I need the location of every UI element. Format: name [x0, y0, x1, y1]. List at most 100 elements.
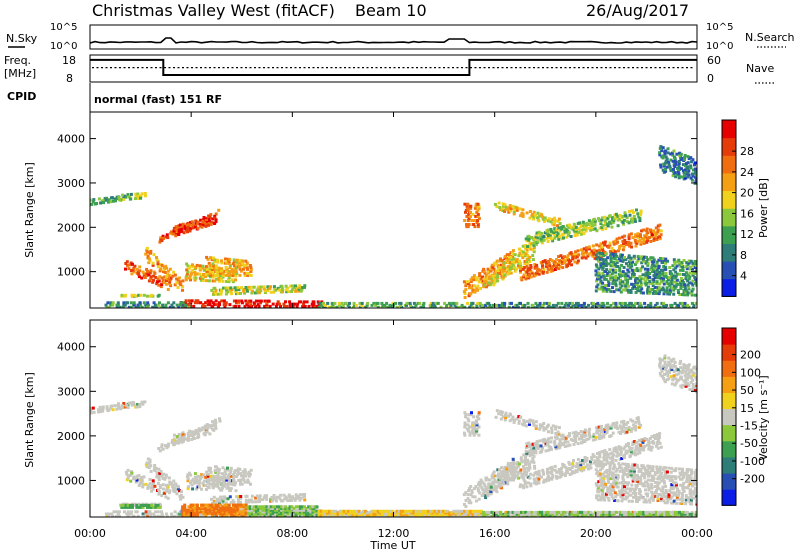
range-cell	[570, 227, 574, 231]
range-cell	[239, 500, 242, 504]
range-cell	[624, 214, 628, 218]
range-cell	[503, 257, 507, 261]
range-cell	[540, 475, 543, 479]
range-cell	[532, 448, 536, 452]
range-cell	[582, 435, 586, 438]
range-cell	[124, 267, 127, 271]
range-cell	[500, 410, 504, 414]
range-cell	[681, 169, 685, 173]
range-cell	[653, 266, 657, 270]
range-cell	[681, 269, 685, 272]
range-cell	[605, 287, 609, 291]
range-cell	[554, 264, 558, 267]
range-cell	[625, 262, 628, 266]
range-cell	[543, 220, 546, 223]
range-cell	[681, 267, 685, 270]
range-cell	[531, 254, 535, 258]
range-cell	[509, 255, 513, 259]
range-cell	[671, 475, 675, 479]
range-cell	[207, 218, 211, 222]
range-cell	[414, 303, 418, 307]
range-cell	[274, 304, 278, 308]
nave-tick-bottom: 0	[707, 72, 714, 85]
range-cell	[121, 305, 125, 308]
range-cell	[611, 262, 615, 266]
range-cell	[511, 255, 514, 259]
range-cell	[485, 492, 489, 496]
range-cell	[278, 497, 282, 501]
range-cell	[621, 215, 625, 219]
range-cell	[651, 256, 655, 260]
range-cell	[660, 489, 664, 493]
range-cell	[269, 285, 272, 289]
range-cell	[607, 481, 611, 484]
range-cell	[634, 233, 638, 237]
range-cell	[544, 231, 547, 235]
range-cell	[546, 442, 550, 446]
range-cell	[253, 291, 257, 295]
range-cell	[687, 157, 691, 161]
range-cell	[635, 241, 639, 245]
range-cell	[247, 474, 251, 478]
range-cell	[537, 230, 541, 234]
range-cell	[211, 484, 215, 488]
range-cell	[695, 173, 697, 177]
range-cell	[125, 263, 129, 267]
range-cell	[484, 279, 488, 283]
range-cell	[473, 421, 477, 425]
range-cell	[147, 279, 151, 283]
range-cell	[547, 303, 551, 307]
range-cell	[609, 258, 613, 262]
range-cell	[245, 287, 249, 291]
range-cell	[666, 151, 670, 155]
range-cell	[312, 302, 316, 306]
range-cell	[462, 290, 466, 294]
range-cell	[631, 286, 635, 290]
range-cell	[637, 257, 641, 261]
range-cell	[663, 152, 667, 156]
colorbar-swatch	[722, 261, 736, 280]
range-cell	[210, 266, 214, 269]
range-cell	[211, 256, 215, 260]
range-cell	[586, 254, 590, 258]
range-cell	[206, 301, 210, 305]
range-cell	[543, 216, 547, 220]
range-cell	[592, 250, 596, 254]
range-cell	[470, 491, 474, 495]
range-cell	[523, 254, 527, 258]
range-cell	[157, 279, 161, 283]
range-cell	[125, 478, 129, 482]
range-cell	[216, 260, 220, 264]
range-cell	[533, 479, 537, 483]
range-cell	[504, 481, 508, 485]
range-cell	[222, 303, 226, 307]
range-cell	[196, 222, 200, 226]
range-cell	[534, 273, 538, 277]
range-cell	[157, 478, 161, 482]
range-cell	[661, 146, 665, 150]
range-cell	[161, 483, 165, 487]
range-cell	[161, 280, 165, 284]
range-cell	[473, 427, 477, 431]
range-cell	[302, 302, 305, 306]
range-cell	[678, 471, 682, 475]
range-cell	[509, 209, 513, 213]
range-cell	[604, 252, 608, 256]
range-cell	[662, 479, 666, 483]
range-cell	[134, 305, 138, 308]
range-cell	[244, 470, 247, 474]
range-cell	[154, 276, 158, 279]
range-cell	[194, 225, 198, 229]
range-cell	[533, 443, 537, 447]
range-cell	[597, 271, 601, 275]
range-cell	[288, 304, 292, 308]
range-cell	[512, 461, 516, 465]
range-cell	[685, 474, 689, 477]
range-cell	[617, 453, 621, 457]
range-cell	[222, 484, 226, 488]
range-cell	[611, 471, 615, 475]
range-cell	[492, 263, 496, 267]
range-cell	[184, 278, 188, 282]
range-cell	[161, 303, 165, 307]
range-cell	[523, 262, 527, 265]
